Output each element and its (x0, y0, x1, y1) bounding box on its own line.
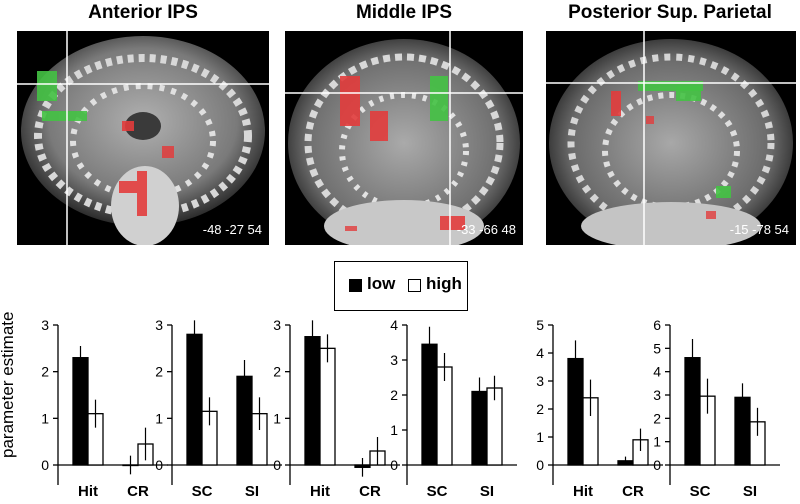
x-category-label: SI (245, 483, 259, 500)
x-category-label: SC (427, 483, 448, 500)
y-tick-label: 2 (273, 364, 281, 380)
mni-coordinates: -15 -78 54 (729, 222, 789, 237)
x-category-label: SI (480, 483, 494, 500)
x-category-label: Hit (78, 483, 98, 500)
x-category-label: SC (192, 483, 213, 500)
mni-coordinates: -33 -66 48 (456, 222, 516, 237)
bar-low-hit (72, 357, 89, 466)
legend: low high (334, 261, 468, 311)
y-tick-label: 3 (653, 387, 661, 403)
y-tick-label: 0 (390, 457, 398, 473)
x-category-label: Hit (310, 483, 330, 500)
mri-image-middle (285, 31, 523, 245)
y-tick-label: 2 (155, 364, 163, 380)
y-tick-label: 0 (653, 457, 661, 473)
panel-title-anterior-ips: Anterior IPS (88, 2, 198, 23)
y-tick-label: 3 (536, 373, 544, 389)
x-category-label: SI (743, 483, 757, 500)
y-tick-label: 3 (273, 317, 281, 333)
y-tick-label: 3 (390, 352, 398, 368)
y-tick-label: 5 (653, 340, 661, 356)
mri-image-anterior (17, 31, 269, 245)
panel-title-middle-ips: Middle IPS (355, 2, 453, 23)
bar-low-sc (186, 333, 203, 466)
bar-low-hit (304, 336, 321, 466)
mni-coordinates: -48 -27 54 (202, 222, 262, 237)
y-tick-label: 2 (653, 410, 661, 426)
y-tick-label: 0 (273, 457, 281, 473)
x-category-label: CR (359, 483, 381, 500)
y-tick-label: 4 (390, 317, 398, 333)
x-category-label: SC (690, 483, 711, 500)
legend-swatch-high (408, 279, 421, 292)
y-tick-label: 4 (653, 364, 661, 380)
panel-title-posterior-sup-parietal: Posterior Sup. Parietal (568, 2, 772, 23)
y-tick-label: 1 (390, 422, 398, 438)
y-tick-label: 3 (155, 317, 163, 333)
y-tick-label: 2 (41, 364, 49, 380)
brain-scan-middle-ips: -33 -66 48 (285, 31, 523, 245)
bar-high-hit (319, 347, 336, 466)
legend-label-low: low (367, 274, 396, 293)
legend-swatch-low (349, 279, 362, 292)
bar-high-sc (436, 366, 453, 466)
y-tick-label: 1 (155, 410, 163, 426)
y-tick-label: 3 (41, 317, 49, 333)
y-tick-label: 4 (536, 345, 544, 361)
y-tick-label: 1 (536, 429, 544, 445)
y-tick-label: 2 (536, 401, 544, 417)
y-tick-label: 1 (273, 410, 281, 426)
bar-low-sc (421, 343, 438, 466)
y-tick-label: 1 (653, 434, 661, 450)
x-category-label: CR (622, 483, 644, 500)
y-tick-label: 2 (390, 387, 398, 403)
y-tick-label: 5 (536, 317, 544, 333)
y-tick-label: 1 (41, 410, 49, 426)
x-category-label: CR (127, 483, 149, 500)
x-category-label: Hit (573, 483, 593, 500)
y-tick-label: 0 (41, 457, 49, 473)
brain-scan-posterior-sup-parietal: -15 -78 54 (546, 31, 796, 245)
y-tick-label: 0 (155, 457, 163, 473)
legend-label-high: high (426, 274, 462, 293)
brain-scan-anterior-ips: -48 -27 54 (17, 31, 269, 245)
y-tick-label: 0 (536, 457, 544, 473)
mri-image-posterior (546, 31, 796, 245)
y-tick-label: 6 (653, 317, 661, 333)
